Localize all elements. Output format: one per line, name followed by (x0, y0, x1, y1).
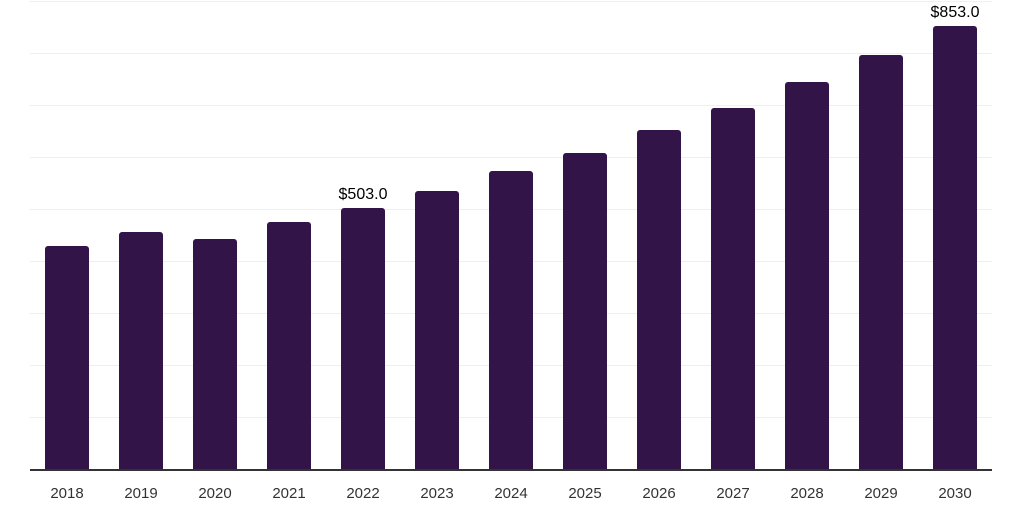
bar-2025[interactable] (563, 152, 607, 470)
x-tick-label-2018: 2018 (50, 485, 84, 502)
bar-value-label-2030: $853.0 (930, 4, 980, 22)
x-tick-label-2021: 2021 (272, 485, 306, 502)
x-tick-label-2028: 2028 (790, 485, 824, 502)
x-tick-label-2024: 2024 (494, 485, 528, 502)
bar-2019[interactable] (119, 232, 163, 470)
bar-2020[interactable] (193, 239, 237, 470)
bar-2018[interactable] (45, 245, 89, 470)
bar-2030[interactable] (933, 26, 977, 470)
bar-2024[interactable] (489, 171, 533, 470)
bar-2022[interactable] (341, 208, 385, 470)
bar-2023[interactable] (415, 190, 459, 470)
x-axis-tick-labels: 2018 2019 2020 2021 2022 2023 2024 2025 2026 2027… (30, 484, 992, 506)
gridline-600 (30, 157, 992, 158)
bar-2029[interactable] (859, 55, 903, 470)
x-tick-label-2029: 2029 (864, 485, 898, 502)
x-axis-line (30, 469, 992, 471)
bar-2026[interactable] (637, 130, 681, 470)
gridline-700 (30, 105, 992, 106)
plot-area: $503.0 $853.0 (30, 1, 992, 471)
bar-value-label-2022: $503.0 (338, 186, 388, 204)
bar-2021[interactable] (267, 222, 311, 470)
x-tick-label-2030: 2030 (938, 485, 972, 502)
x-tick-label-2025: 2025 (568, 485, 602, 502)
bar-2027[interactable] (711, 108, 755, 470)
x-tick-label-2022: 2022 (346, 485, 380, 502)
x-tick-label-2019: 2019 (124, 485, 158, 502)
x-tick-label-2026: 2026 (642, 485, 676, 502)
x-tick-label-2020: 2020 (198, 485, 232, 502)
gridline-900 (30, 1, 992, 2)
gridline-800 (30, 53, 992, 54)
x-tick-label-2023: 2023 (420, 485, 454, 502)
bar-2028[interactable] (785, 81, 829, 470)
x-tick-label-2027: 2027 (716, 485, 750, 502)
